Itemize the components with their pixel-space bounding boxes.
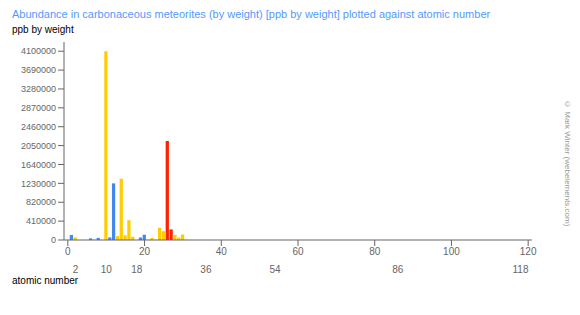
- svg-text:118: 118: [513, 264, 529, 274]
- svg-text:2870000: 2870000: [21, 103, 56, 113]
- svg-text:0: 0: [65, 246, 71, 257]
- svg-text:36: 36: [200, 264, 212, 274]
- svg-text:3690000: 3690000: [21, 65, 56, 75]
- svg-text:2460000: 2460000: [21, 122, 56, 132]
- svg-text:1230000: 1230000: [21, 179, 56, 189]
- svg-text:20: 20: [139, 246, 151, 257]
- html-text:ppb by weight: ppb by weight: [12, 24, 74, 35]
- svg-text:10: 10: [101, 264, 113, 274]
- svg-text:2: 2: [73, 264, 79, 274]
- svg-text:40: 40: [216, 246, 228, 257]
- svg-text:18: 18: [131, 264, 143, 274]
- svg-text:86: 86: [392, 264, 404, 274]
- svg-text:1640000: 1640000: [21, 160, 56, 170]
- svg-text:60: 60: [292, 246, 304, 257]
- html-text:© Mark Winter (webelements.com: © Mark Winter (webelements.com): [563, 99, 572, 227]
- html-text:Abundance in carbonaceous mete: Abundance in carbonaceous meteorites (by…: [12, 8, 491, 20]
- svg-text:80: 80: [369, 246, 381, 257]
- svg-text:2050000: 2050000: [21, 141, 56, 151]
- svg-text:120: 120: [520, 246, 537, 257]
- svg-text:0: 0: [51, 235, 56, 245]
- svg-text:100: 100: [443, 246, 460, 257]
- svg-text:820000: 820000: [26, 197, 56, 207]
- svg-text:4100000: 4100000: [21, 46, 56, 56]
- svg-text:410000: 410000: [26, 216, 56, 226]
- html-text:atomic number: atomic number: [12, 275, 79, 286]
- svg-text:3280000: 3280000: [21, 84, 56, 94]
- svg-text:54: 54: [269, 264, 281, 274]
